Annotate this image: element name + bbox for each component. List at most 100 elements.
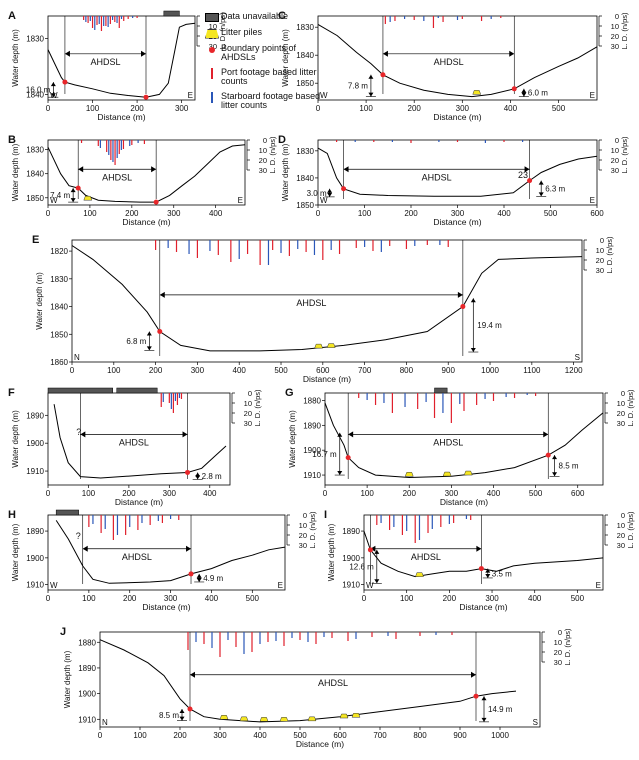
height-arrowhead — [521, 88, 527, 93]
y2-tick-label: 0 — [558, 628, 562, 637]
direction-label-left: W — [320, 91, 328, 100]
data-unavailable-bar — [434, 387, 448, 394]
y-axis-label: Water depth (m) — [11, 29, 20, 87]
port-count-swatch — [211, 67, 213, 79]
direction-label-right: E — [596, 581, 601, 590]
x-tick-label: 900 — [453, 731, 467, 740]
x-tick-label: 400 — [203, 489, 217, 498]
x-axis-label: Distance (m) — [142, 602, 190, 612]
x-tick-label: 1000 — [491, 731, 509, 740]
x-axis-label: Distance (m) — [115, 497, 163, 507]
litter-pile-marker — [259, 717, 269, 722]
legend-item-boundary-points: Boundary points of AHDSLs — [203, 43, 323, 63]
x-tick-label: 100 — [107, 366, 121, 375]
depth-profile — [99, 639, 517, 723]
height-label: 16.0 m — [26, 86, 51, 95]
height-label: 7.4 m — [50, 191, 70, 200]
boundary-point — [473, 693, 479, 699]
plot-frame-B — [47, 139, 246, 206]
y2-tick-label: 30 — [596, 266, 604, 275]
legend-label: Starboard footage based litter counts — [221, 90, 321, 111]
height-arrowhead — [368, 92, 374, 97]
height-arrowhead — [374, 549, 380, 554]
y2-tick-label: 0 — [621, 389, 625, 398]
boundary-point — [460, 304, 466, 310]
height-arrowhead — [368, 74, 374, 79]
x-axis-label: Distance (m) — [459, 602, 507, 612]
height-arrowhead — [481, 696, 487, 701]
x-tick-label: 400 — [233, 366, 247, 375]
litter-pile-marker — [314, 343, 323, 349]
annotation-label: ? — [76, 427, 81, 437]
plot-frame-H — [47, 514, 286, 591]
y2-tick-label: 30 — [244, 419, 252, 428]
litter-pile-marker — [326, 343, 336, 348]
region-arrowhead — [370, 545, 376, 552]
y-tick-label: 1890 — [303, 421, 321, 430]
x-tick-label: 400 — [497, 209, 511, 218]
region-label: AHDSL — [318, 678, 348, 688]
y2-tick-label: 10 — [617, 521, 625, 530]
y-tick-label: 1830 — [296, 23, 314, 32]
panel-label: C — [278, 10, 286, 22]
x-tick-label: 300 — [163, 489, 177, 498]
y2-tick-label: 20 — [611, 32, 619, 41]
y2-tick-label: 0 — [248, 389, 252, 398]
boundary-point — [188, 571, 194, 577]
boundary-point — [157, 329, 163, 334]
x-tick-label: 300 — [485, 594, 499, 603]
height-arrowhead — [179, 709, 185, 714]
x-tick-label: 200 — [122, 489, 136, 498]
annotation-label: ? — [76, 531, 81, 541]
height-arrowhead — [50, 93, 56, 98]
depth-profile — [317, 23, 598, 98]
depth-profile — [317, 147, 598, 197]
y2-tick-label: 30 — [617, 419, 625, 428]
y-tick-label: 1860 — [50, 358, 68, 367]
y-tick-label: 1910 — [342, 581, 360, 590]
y-tick-label: 1840 — [26, 90, 44, 99]
region-arrowhead — [543, 431, 549, 438]
boundary-point — [75, 185, 81, 191]
direction-label-right: E — [590, 91, 595, 100]
x-tick-label: 400 — [504, 104, 518, 113]
litter-pile-marker — [83, 195, 93, 201]
y-axis-label: Water depth (m) — [281, 29, 290, 87]
y2-tick-label: 20 — [259, 156, 267, 165]
y-tick-label: 1850 — [296, 201, 314, 210]
y-axis-label: Water depth (m) — [11, 523, 20, 581]
height-arrowhead — [552, 472, 558, 477]
region-arrowhead — [471, 671, 476, 678]
height-label: 4.9 m — [203, 574, 223, 583]
region-arrowhead — [457, 291, 463, 298]
boundary-point — [341, 186, 347, 192]
x-tick-label: 1100 — [523, 366, 541, 375]
y-tick-label: 1850 — [296, 79, 314, 88]
x-tick-label: 300 — [451, 209, 465, 218]
annotation-label: 23 — [518, 170, 528, 180]
y2-axis-label: L. D. (n/ps) — [626, 389, 635, 427]
y2-tick-label: 10 — [299, 521, 307, 530]
region-arrowhead — [524, 166, 530, 173]
x-tick-label: 300 — [175, 104, 189, 113]
y2-tick-label: 10 — [209, 22, 217, 31]
x-tick-label: 0 — [46, 209, 51, 218]
region-arrowhead — [182, 431, 188, 438]
direction-label-right: S — [575, 353, 580, 362]
y-axis-label: Water depth (m) — [35, 272, 44, 330]
x-tick-label: 100 — [86, 104, 100, 113]
region-arrowhead — [82, 545, 88, 552]
plot-frame-I — [363, 514, 604, 591]
y2-tick-label: 0 — [263, 136, 267, 145]
y-tick-label: 1890 — [342, 527, 360, 536]
panel-label: J — [60, 626, 66, 638]
legend-item-starboard-counts: Starboard footage based litter counts — [203, 90, 323, 111]
direction-label-right: E — [188, 91, 193, 100]
x-tick-label: 1200 — [565, 366, 583, 375]
x-tick-label: 300 — [167, 209, 181, 218]
height-arrowhead — [552, 455, 558, 460]
boundary-point — [187, 706, 193, 712]
region-arrowhead — [343, 166, 349, 173]
x-tick-label: 100 — [133, 731, 147, 740]
